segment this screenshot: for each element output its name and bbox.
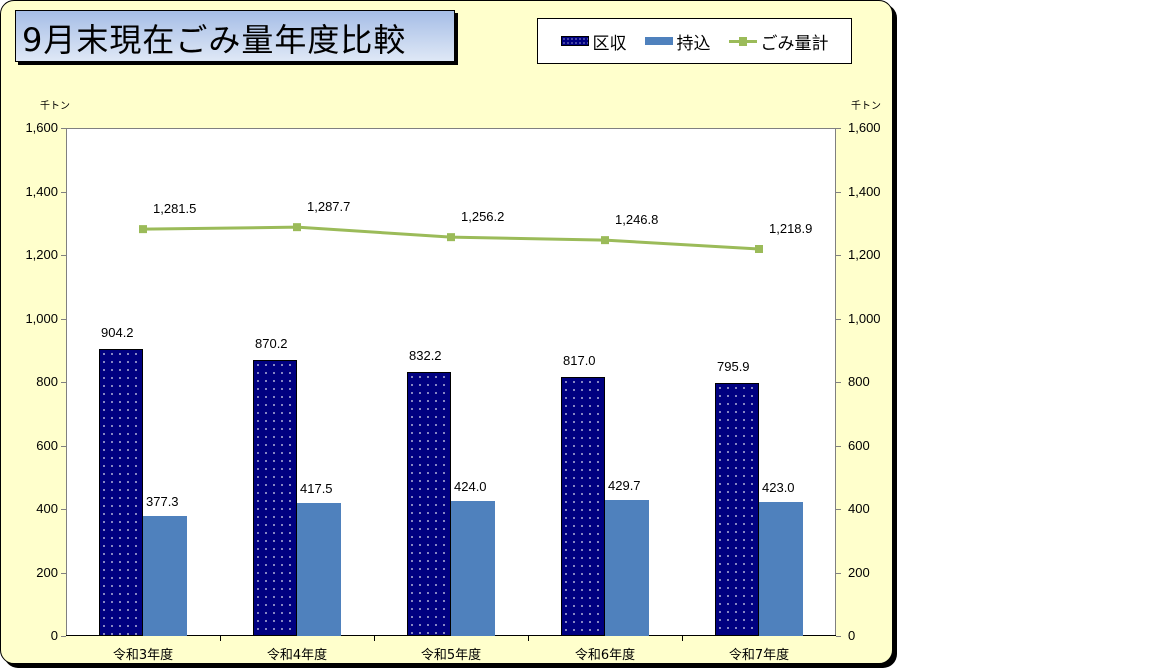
y-tick-label-right: 1,600 <box>848 120 881 135</box>
bar-kushu <box>253 359 297 636</box>
bar-mochikomi <box>451 501 495 636</box>
value-label-total: 1,281.5 <box>153 201 197 217</box>
y-tick-mark-left <box>61 255 66 256</box>
y-tick-mark-right <box>836 572 841 574</box>
value-label-mochikomi: 417.5 <box>300 481 333 497</box>
right-axis-unit: 千トン <box>851 101 881 112</box>
y-tick-label-left: 1,000 <box>25 310 58 326</box>
bar-kushu <box>715 383 759 636</box>
x-tick-mark <box>220 636 221 641</box>
value-label-kushu: 795.9 <box>717 359 750 375</box>
line-marker-swatch-icon <box>728 36 757 46</box>
bar-mochikomi <box>759 501 803 636</box>
value-label-total: 1,256.2 <box>461 209 505 225</box>
y-tick-mark-left <box>61 318 66 320</box>
square-marker-icon <box>447 233 455 242</box>
y-tick-mark-left <box>61 445 66 447</box>
bar-mochikomi <box>143 516 187 636</box>
x-category-label: 令和5年度 <box>420 648 482 663</box>
x-category-label: 令和7年度 <box>728 648 790 663</box>
bar-kushu <box>99 348 143 636</box>
bar-kushu <box>407 371 451 636</box>
y-tick-mark-right <box>836 509 841 510</box>
legend: 区収 持込 ごみ量計 <box>537 18 852 64</box>
y-tick-label-right: 1,000 <box>848 310 881 326</box>
y-tick-label-right: 0 <box>848 628 856 643</box>
x-category-label: 令和6年度 <box>574 648 636 663</box>
value-label-mochikomi: 429.7 <box>608 477 641 493</box>
y-tick-mark-right <box>836 445 841 447</box>
y-tick-mark-right <box>836 318 841 320</box>
value-label-kushu: 870.2 <box>255 335 288 351</box>
y-tick-label-right: 600 <box>848 437 870 453</box>
y-tick-mark-left <box>61 191 66 193</box>
x-tick-mark <box>528 636 529 641</box>
y-tick-label-left: 400 <box>36 501 58 516</box>
value-label-mochikomi: 377.3 <box>146 494 179 510</box>
legend-item-total: ごみ量計 <box>728 29 829 54</box>
y-tick-label-right: 1,200 <box>848 247 881 262</box>
y-tick-label-left: 1,400 <box>25 183 58 199</box>
blue-bar-swatch-icon <box>644 37 673 45</box>
square-marker-icon <box>601 236 609 245</box>
y-tick-label-left: 1,600 <box>25 120 58 135</box>
value-label-kushu: 817.0 <box>563 352 596 368</box>
chart-title: 9月末現在ごみ量年度比較 <box>22 21 407 59</box>
value-label-total: 1,246.8 <box>615 212 659 228</box>
y-tick-label-right: 200 <box>848 564 870 580</box>
y-tick-label-left: 800 <box>36 374 58 389</box>
square-marker-icon <box>139 225 147 234</box>
dotted-bar-swatch-icon <box>560 36 589 46</box>
y-tick-mark-left <box>61 509 66 510</box>
y-tick-label-left: 0 <box>50 628 58 643</box>
y-tick-mark-left <box>61 636 66 637</box>
square-marker-icon <box>293 223 301 232</box>
bar-kushu <box>561 376 605 636</box>
bar-mochikomi <box>605 499 649 636</box>
value-label-mochikomi: 423.0 <box>762 479 795 495</box>
x-tick-mark <box>682 636 683 641</box>
y-tick-mark-right <box>836 636 841 637</box>
y-tick-mark-right <box>836 128 841 129</box>
y-tick-mark-right <box>836 191 841 193</box>
legend-item-mochikomi: 持込 <box>644 29 711 54</box>
value-label-mochikomi: 424.0 <box>454 479 487 495</box>
value-label-total: 1,218.9 <box>769 220 813 236</box>
value-label-kushu: 832.2 <box>409 347 442 363</box>
y-tick-mark-left <box>61 382 66 383</box>
value-label-kushu: 904.2 <box>101 324 134 340</box>
chart-title-box: 9月末現在ごみ量年度比較 <box>15 10 455 62</box>
y-tick-mark-right <box>836 382 841 383</box>
left-axis-unit: 千トン <box>40 101 70 112</box>
x-tick-mark <box>374 636 375 641</box>
y-tick-label-left: 1,200 <box>25 247 58 262</box>
y-tick-mark-left <box>61 572 66 574</box>
y-tick-label-right: 800 <box>848 374 870 389</box>
x-category-label: 令和4年度 <box>266 648 328 663</box>
y-tick-mark-left <box>61 128 66 129</box>
y-tick-label-right: 1,400 <box>848 183 881 199</box>
value-label-total: 1,287.7 <box>307 199 351 215</box>
square-marker-icon <box>755 244 763 253</box>
y-tick-label-left: 600 <box>36 437 58 453</box>
y-tick-label-left: 200 <box>36 564 58 580</box>
legend-item-kushu: 区収 <box>560 29 627 54</box>
y-tick-label-right: 400 <box>848 501 870 516</box>
x-category-label: 令和3年度 <box>112 648 174 663</box>
y-tick-mark-right <box>836 255 841 256</box>
bar-mochikomi <box>297 503 341 636</box>
